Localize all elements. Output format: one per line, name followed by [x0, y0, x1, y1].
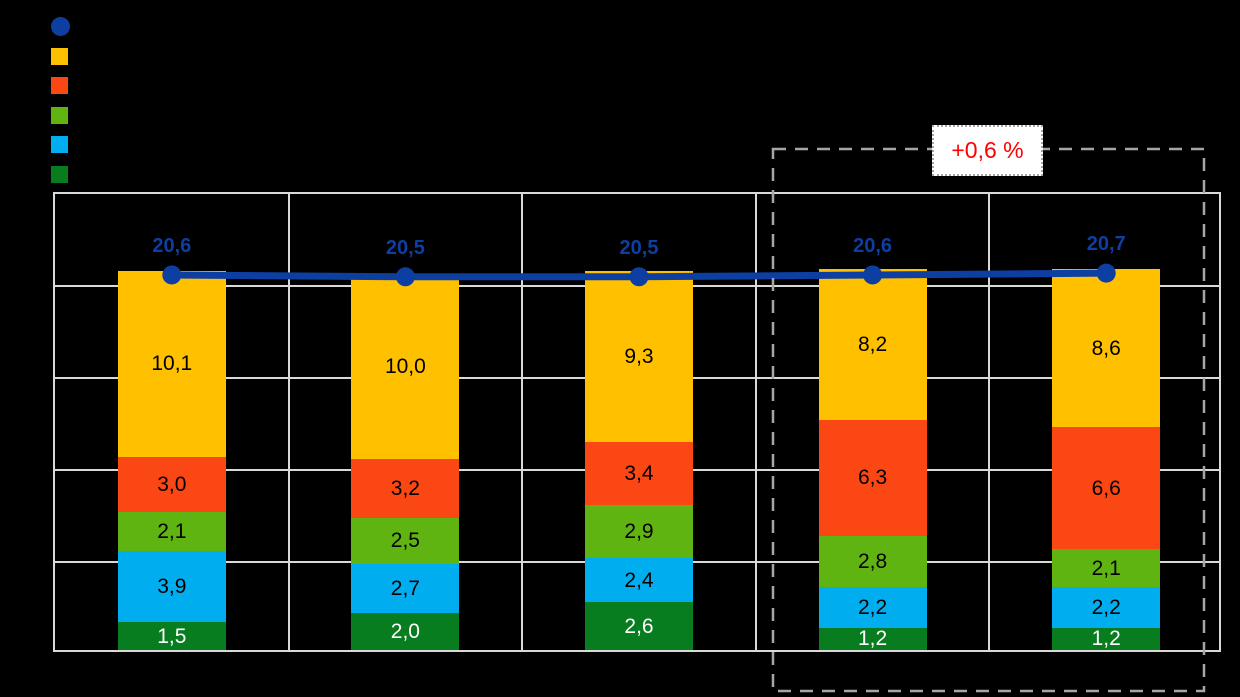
gridline-vertical	[521, 194, 524, 650]
segment-value-label: 9,3	[624, 345, 654, 369]
chart-legend	[51, 12, 80, 189]
delta-annotation: +0,6 %	[932, 125, 1043, 176]
bar-segment-dark-green-segment: 1,5	[117, 622, 226, 650]
total-value-label: 20,6	[152, 234, 192, 257]
segment-value-label: 1,5	[157, 624, 187, 648]
bar-segment-orange-segment: 3,2	[351, 458, 460, 518]
bar-segment-yellow-segment: 10,1	[117, 270, 226, 457]
legend-circle-marker-icon	[51, 17, 70, 37]
legend-square-swatch-icon	[51, 47, 68, 65]
segment-value-label: 2,9	[624, 519, 654, 543]
legend-square-swatch-icon	[51, 77, 68, 95]
legend-item-3	[51, 101, 80, 131]
legend-item-1	[51, 42, 80, 72]
legend-item-5	[51, 160, 80, 190]
segment-value-label: 2,5	[390, 529, 420, 553]
total-line-marker	[1096, 263, 1116, 283]
bar-segment-green-segment: 2,9	[585, 504, 693, 558]
bar-segment-green-segment: 2,5	[351, 517, 460, 564]
gridline-vertical	[754, 194, 757, 650]
total-line-marker	[863, 265, 883, 285]
bar-segment-green-segment: 2,1	[117, 512, 226, 551]
total-value-label: 20,5	[619, 236, 659, 259]
segment-value-label: 3,0	[157, 472, 187, 496]
segment-value-label: 2,0	[390, 620, 420, 644]
plot-area: 1,5 3,9 2,1 3,0 10,1 2,0 2,7 2,5 3,2 10,0 2,6 2,4 2,…	[53, 192, 1221, 652]
legend-item-0	[51, 12, 80, 42]
segment-value-label: 10,1	[151, 352, 193, 376]
segment-value-label: 2,7	[390, 576, 420, 600]
bar-segment-light-blue-segment: 2,4	[585, 558, 693, 603]
segment-value-label: 2,6	[624, 614, 654, 638]
gridline-vertical	[287, 194, 290, 650]
legend-square-swatch-icon	[51, 106, 68, 124]
bar-segment-orange-segment: 3,4	[585, 442, 693, 505]
segment-value-label: 10,0	[384, 355, 426, 379]
segment-value-label: 3,4	[624, 461, 654, 485]
segment-value-label: 3,2	[390, 476, 420, 500]
bar-segment-light-blue-segment: 2,7	[351, 563, 460, 614]
total-value-label: 20,6	[853, 234, 893, 257]
legend-square-swatch-icon	[51, 136, 68, 154]
total-line-marker	[629, 267, 649, 287]
segment-value-label: 3,9	[157, 575, 187, 599]
total-value-label: 20,7	[1086, 233, 1126, 256]
bar-segment-dark-green-segment: 2,6	[585, 602, 693, 650]
legend-item-2	[51, 71, 80, 101]
total-line-marker	[162, 265, 182, 285]
bar-segment-light-blue-segment: 3,9	[117, 550, 226, 623]
legend-item-4	[51, 130, 80, 160]
bar-segment-yellow-segment: 10,0	[351, 274, 460, 459]
segment-value-label: 2,4	[624, 568, 654, 592]
delta-annotation-label: +0,6 %	[951, 137, 1024, 163]
bar-segment-orange-segment: 3,0	[117, 456, 226, 512]
bar-segment-yellow-segment: 9,3	[585, 270, 693, 443]
segment-value-label: 2,1	[157, 519, 187, 543]
total-value-label: 20,5	[385, 236, 425, 259]
total-line-marker	[395, 267, 415, 287]
total-line-layer	[162, 263, 1116, 287]
legend-square-swatch-icon	[51, 165, 68, 183]
bar-segment-dark-green-segment: 2,0	[351, 613, 460, 650]
